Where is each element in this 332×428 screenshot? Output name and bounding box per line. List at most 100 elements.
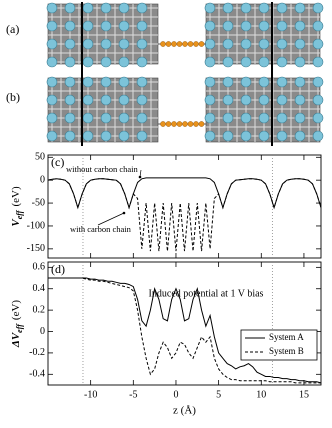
atom xyxy=(294,56,306,68)
x-tick-label: -5 xyxy=(129,389,137,400)
y-tick-label: 0.6 xyxy=(33,262,46,273)
y-tick-label: -0.4 xyxy=(29,369,45,380)
atom xyxy=(222,56,234,68)
atom xyxy=(204,94,216,106)
atom xyxy=(294,130,306,142)
atom xyxy=(294,76,306,88)
carbon-atom xyxy=(193,121,199,127)
atom xyxy=(204,56,216,68)
atom xyxy=(204,130,216,142)
atom xyxy=(222,38,234,50)
panel-label: (c) xyxy=(51,155,64,169)
y-tick-label: -100 xyxy=(27,220,45,231)
x-axis-label: z (Å) xyxy=(173,405,196,417)
atom xyxy=(258,56,270,68)
annotation: Induced potential at 1 V bias xyxy=(149,288,264,299)
atom xyxy=(46,20,58,32)
atom xyxy=(276,76,288,88)
atom xyxy=(46,2,58,14)
atom xyxy=(118,94,130,106)
atom xyxy=(136,130,148,142)
y-axis-label-part: V xyxy=(10,218,22,227)
atom xyxy=(136,20,148,32)
atom xyxy=(64,112,76,124)
atom xyxy=(46,38,58,50)
atom xyxy=(118,76,130,88)
atom xyxy=(294,20,306,32)
x-tick-label: 10 xyxy=(256,389,266,400)
atom xyxy=(100,2,112,14)
atom xyxy=(64,56,76,68)
carbon-atom xyxy=(171,121,177,127)
y-axis-label-part: eff xyxy=(15,209,24,219)
carbon-atom xyxy=(171,41,177,47)
series-annotation: with carbon chain xyxy=(70,224,132,234)
atom xyxy=(222,130,234,142)
atom xyxy=(222,76,234,88)
atom xyxy=(100,20,112,32)
legend-label: System A xyxy=(269,332,304,342)
atom xyxy=(312,94,324,106)
atom xyxy=(136,94,148,106)
atom xyxy=(312,2,324,14)
atom xyxy=(240,94,252,106)
atom xyxy=(240,112,252,124)
atom xyxy=(118,20,130,32)
atom xyxy=(118,38,130,50)
y-tick-label: -150 xyxy=(27,243,45,254)
atom xyxy=(204,112,216,124)
plot-frame xyxy=(47,261,322,386)
carbon-atom xyxy=(187,41,194,47)
atom xyxy=(312,38,324,50)
atom xyxy=(240,130,252,142)
atom xyxy=(276,130,288,142)
atom xyxy=(82,20,94,32)
atom xyxy=(258,2,270,14)
atom xyxy=(136,112,148,124)
atomic-structures xyxy=(46,2,324,146)
atom xyxy=(64,20,76,32)
x-tick-label: 15 xyxy=(299,389,309,400)
atom xyxy=(100,130,112,142)
carbon-atom xyxy=(198,121,205,127)
carbon-atom xyxy=(160,121,166,127)
y-tick-label: 0 xyxy=(40,174,45,185)
data-line xyxy=(48,277,321,384)
atom xyxy=(82,76,94,88)
y-tick-label: 0.4 xyxy=(33,283,46,294)
atom xyxy=(82,2,94,14)
atom xyxy=(240,2,252,14)
atom xyxy=(118,130,130,142)
atom xyxy=(204,20,216,32)
annotation-arrow xyxy=(97,212,125,226)
atom xyxy=(312,112,324,124)
y-axis-label-part: eff xyxy=(15,323,24,333)
y-axis-label-part: (eV) xyxy=(10,300,22,320)
atom xyxy=(294,38,306,50)
atom xyxy=(276,20,288,32)
atom xyxy=(204,38,216,50)
atom xyxy=(64,2,76,14)
carbon-atom xyxy=(176,41,183,47)
series-annotation: without carbon chain xyxy=(66,164,139,174)
atom xyxy=(100,38,112,50)
atom xyxy=(118,112,130,124)
y-tick-label: -0.2 xyxy=(29,347,45,358)
atom xyxy=(64,38,76,50)
atom xyxy=(46,94,58,106)
atom xyxy=(82,130,94,142)
atom xyxy=(258,38,270,50)
atom xyxy=(136,2,148,14)
y-axis-label-part: (eV) xyxy=(10,186,22,206)
atom xyxy=(82,94,94,106)
atom xyxy=(100,56,112,68)
atom xyxy=(222,94,234,106)
atom xyxy=(64,130,76,142)
electrode xyxy=(205,3,321,65)
atom xyxy=(258,20,270,32)
atom xyxy=(82,38,94,50)
carbon-atom xyxy=(165,121,172,127)
atom xyxy=(100,76,112,88)
atom xyxy=(294,2,306,14)
